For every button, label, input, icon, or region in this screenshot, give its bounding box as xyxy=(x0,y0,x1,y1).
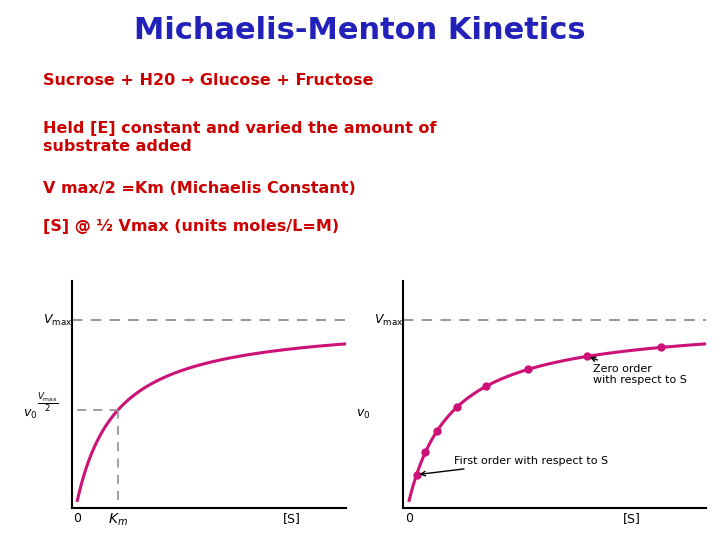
Text: [S]: [S] xyxy=(283,512,301,525)
Text: Zero order
with respect to S: Zero order with respect to S xyxy=(591,357,687,385)
Text: $v_0$: $v_0$ xyxy=(356,408,371,421)
Text: Sucrose + H20 → Glucose + Fructose: Sucrose + H20 → Glucose + Fructose xyxy=(43,73,374,88)
Text: First order with respect to S: First order with respect to S xyxy=(421,456,608,476)
Text: [S] @ ½ Vmax (units moles/L=M): [S] @ ½ Vmax (units moles/L=M) xyxy=(43,219,339,234)
Text: Held [E] constant and varied the amount of
substrate added: Held [E] constant and varied the amount … xyxy=(43,122,437,154)
Text: [S]: [S] xyxy=(623,512,640,525)
Text: Michaelis-Menton Kinetics: Michaelis-Menton Kinetics xyxy=(134,16,586,45)
Text: $\frac{V_{\mathrm{max}}}{2}$: $\frac{V_{\mathrm{max}}}{2}$ xyxy=(37,392,58,415)
Text: 0: 0 xyxy=(73,512,81,525)
Text: $V_{\mathrm{max}}$: $V_{\mathrm{max}}$ xyxy=(43,313,73,328)
Text: $v_0$: $v_0$ xyxy=(23,408,37,421)
Text: 0: 0 xyxy=(405,512,413,525)
Text: V max/2 =Km (Michaelis Constant): V max/2 =Km (Michaelis Constant) xyxy=(43,181,356,196)
Text: $K_m$: $K_m$ xyxy=(107,512,127,529)
Text: $V_{\mathrm{max}}$: $V_{\mathrm{max}}$ xyxy=(374,313,404,328)
